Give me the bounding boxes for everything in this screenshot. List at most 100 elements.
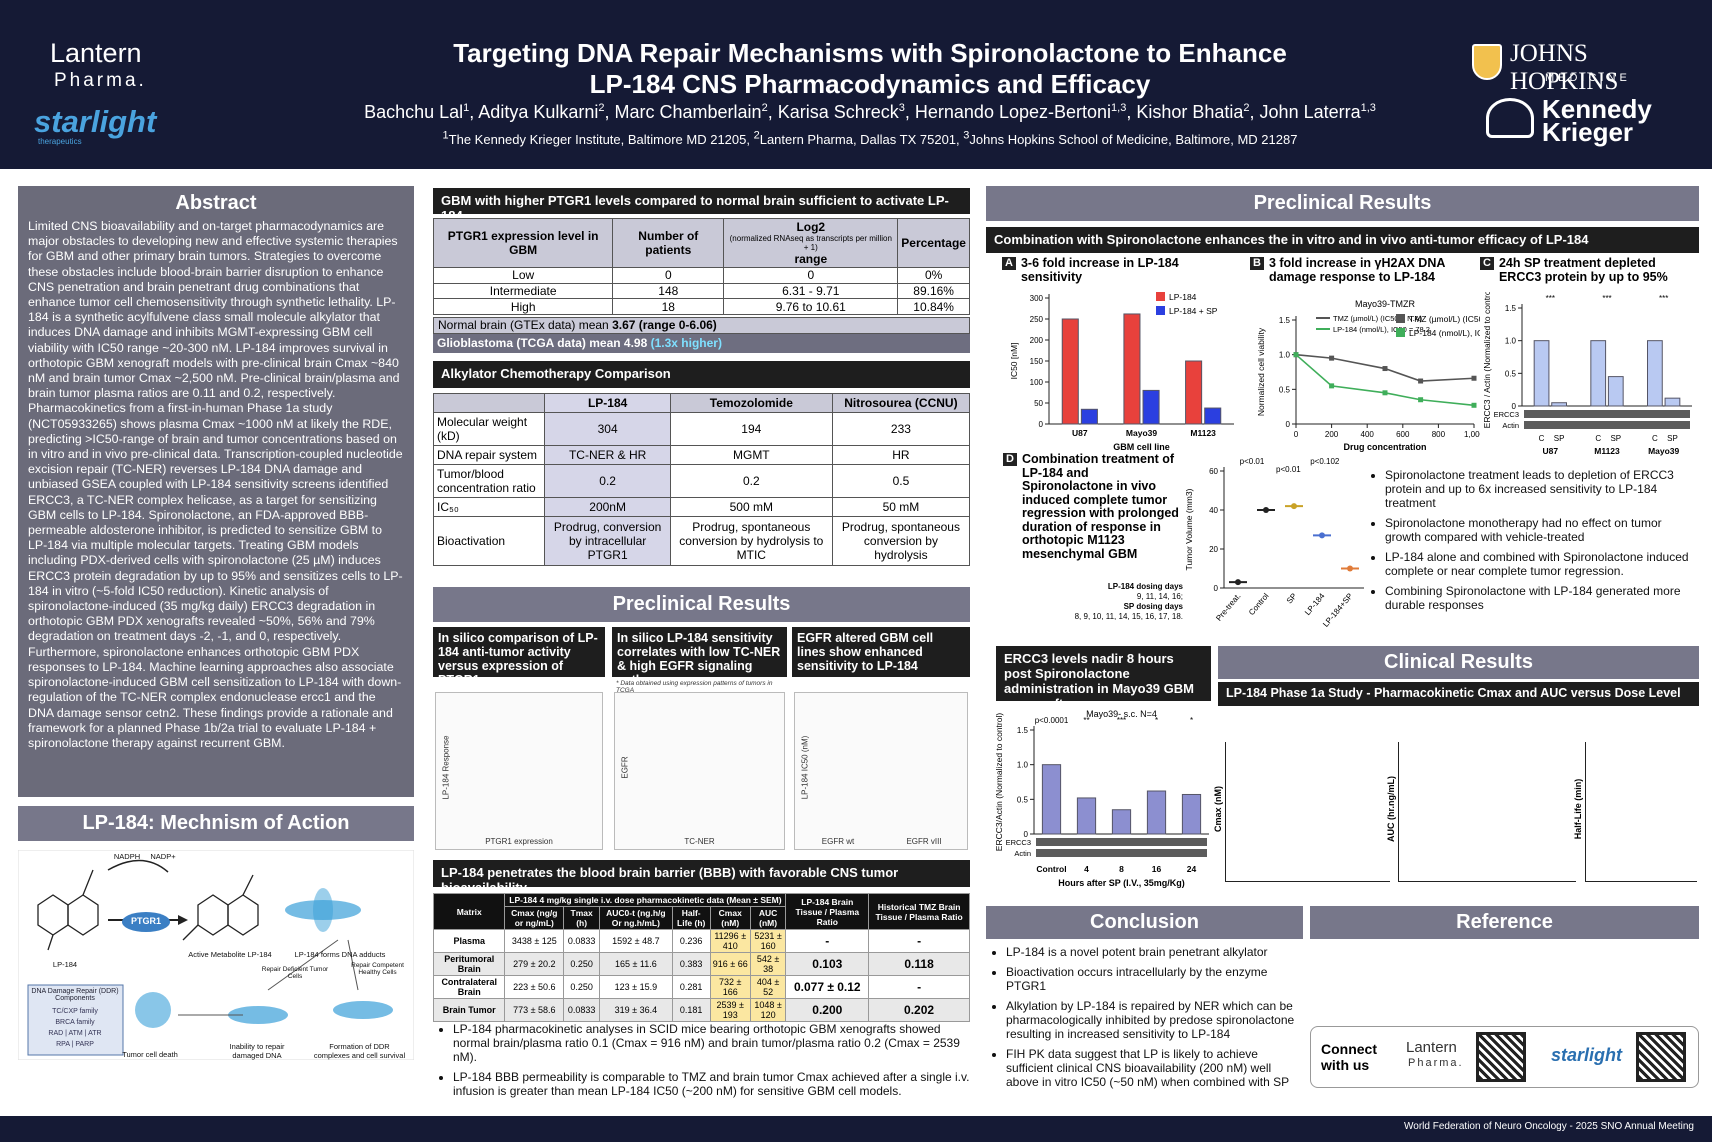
bar (1146, 790, 1167, 835)
banner: GBM with higher PTGR1 levels compared to… (433, 188, 970, 223)
table-cell: 304 (544, 411, 671, 447)
x-tick-label: 1,000 (1464, 430, 1480, 439)
y-tick-label: 0 (1024, 830, 1029, 839)
chart: 0 0.5 1.0 1.5 ERCC3/Actin (Normalized to con… (994, 709, 1209, 888)
y-axis-label: Normalized cell viability (1256, 327, 1266, 416)
axis (1521, 304, 1692, 407)
table-cell: 0.2 (669, 463, 833, 499)
gbm-row: Glioblastoma (TCGA data) mean 4.98 (1.3x… (433, 334, 970, 353)
header-cell (432, 393, 546, 413)
y-tick-label: 0 (1512, 402, 1517, 411)
author-name: Bachchu Lal (364, 102, 464, 122)
affiliation-mark: 2 (598, 102, 605, 114)
blot-label: Actin (1502, 421, 1519, 430)
y-axis-label: Tumor Volume (mm3) (1184, 488, 1194, 570)
table-cell: 0.250 (563, 952, 601, 976)
diagram-label: Active Metabolite LP-184 (188, 950, 272, 959)
annotation: *** (1546, 294, 1555, 303)
affiliation-mark: 2 (1243, 102, 1250, 114)
header-row: Matrix LP-184 4 mg/kg single i.v. dose ph… (432, 893, 970, 930)
ddr-item: RAD | ATM | ATR (48, 1030, 102, 1037)
table-row: Molecular weight (kD) 304 194 233 (432, 411, 971, 447)
table-cell: Bioactivation (432, 515, 546, 567)
table-cell: 0.0833 (563, 929, 601, 953)
blot-label: ERCC3 (1494, 410, 1519, 419)
x-axis-label: Hours after SP (I.V., 35mg/Kg) (1058, 878, 1185, 888)
blot-band (1524, 421, 1690, 429)
table-cell: 148 (612, 282, 725, 300)
table-cell: 319 ± 36.4 (599, 998, 673, 1022)
diagram-label: NADPH (113, 852, 141, 861)
table-cell: 2539 ± 193 (709, 998, 751, 1022)
table-cell: 50 mM (831, 497, 971, 517)
header-cell: LP-184 Brain Tissue / Plasma Ratio (785, 893, 870, 930)
row-value: (1.3x higher) (650, 336, 722, 350)
table-cell: Prodrug, conversion by intracellular PTG… (544, 515, 671, 567)
x-tick-label: 0 (1294, 430, 1299, 439)
table-cell: 0.2 (544, 463, 671, 499)
point (1235, 579, 1241, 586)
bar (1076, 797, 1097, 835)
affiliation-mark: 1 (463, 102, 470, 114)
table-cell: 18 (612, 298, 725, 315)
logo-kk-icon (1486, 98, 1534, 138)
blot-label: ERCC3 (1006, 838, 1031, 847)
annotation: p<0.0001 (1035, 716, 1069, 725)
table-cell: Tumor/blood concentration ratio (432, 463, 546, 499)
mechanism-title: LP-184: Mechnism of Action (18, 806, 414, 841)
annotation: *** (1117, 716, 1126, 725)
panel-caption: A 3-6 fold increase in LP-184 sensitivity (1002, 256, 1242, 284)
affiliation-mark: 1,3 (1111, 102, 1127, 114)
point (1293, 352, 1299, 358)
table-cell: 3438 ± 125 (504, 929, 565, 953)
header-tail: range (794, 252, 828, 267)
table-cell: 5231 ± 160 (749, 929, 787, 953)
chart: 0 0.5 1.0 1.5 Normalized cell viability Drug … (1256, 299, 1480, 452)
title-line: LP-184 CNS Pharmacodynamics and Efficacy (589, 69, 1151, 99)
x-tick-label: M1123 (1594, 446, 1620, 456)
affiliation-mark: 1 (442, 130, 449, 142)
diagram-label: Tumor cell death (122, 1050, 178, 1059)
x-tick-label: SP (1285, 592, 1299, 606)
affiliation-mark: 2 (761, 102, 768, 114)
author-name: Kishor Bhatia (1136, 102, 1244, 122)
legend-label: LP-184 (nmol/L), IC50 = 78.2 (1333, 325, 1430, 334)
table-cell: 0 (612, 267, 725, 284)
x-tick-label: Control (1036, 864, 1066, 874)
annotation: * (1155, 716, 1158, 725)
table-cell: 123 ± 15.9 (599, 975, 673, 999)
y-axis-label: Half-Life (min) (1573, 778, 1583, 840)
x-tick-label: 4 (1084, 864, 1089, 874)
point (1418, 378, 1424, 384)
table-cell: 0.250 (563, 975, 601, 999)
table-cell: IC₅₀ (432, 497, 546, 517)
section-title: Preclinical Results (986, 186, 1699, 221)
bullet-list: LP-184 is a novel potent brain penetrant… (986, 945, 1303, 1095)
bar-label: C (1539, 434, 1545, 443)
bar (1607, 376, 1624, 407)
qr-code (1476, 1032, 1526, 1082)
y-tick-label: 200 (1030, 336, 1044, 345)
legend-label: LP-184 (1169, 292, 1197, 302)
header-cell: Percentage (897, 217, 970, 269)
y-tick-label: 0 (1286, 420, 1291, 429)
legend-label: LP-184 (nmol/L), IC50 = 78.2 (1409, 328, 1480, 338)
affiliation: 3Johns Hopkins School of Medicine, Balti… (963, 130, 1297, 147)
table-row: Tumor/blood concentration ratio 0.2 0.2 0.5 (432, 463, 971, 499)
panel-caption: C 24h SP treatment depleted ERCC3 protein… (1480, 256, 1695, 284)
table-cell: 732 ± 166 (709, 975, 751, 999)
x-tick-label: 8 (1119, 864, 1124, 874)
logo-kk1: Kennedy (1542, 94, 1652, 124)
section-title: Reference (1310, 906, 1699, 939)
bullet: Bioactivation occurs intracellularly by … (1006, 965, 1303, 993)
y-axis-label: ERCC3/Actin (Normalized to control) (994, 713, 1004, 852)
table-cell: DNA repair system (432, 445, 546, 465)
table-row: Intermediate 148 6.31 - 9.71 89.16% (432, 282, 970, 300)
blot-band (1524, 410, 1690, 418)
bar-label: C (1652, 434, 1658, 443)
annotation: p<0.01 (1276, 465, 1301, 474)
panel-title: EGFR altered GBM cell lines show enhance… (792, 627, 970, 677)
header-cell: AUC (nM) (749, 906, 787, 930)
y-tick-label: 250 (1030, 315, 1044, 324)
